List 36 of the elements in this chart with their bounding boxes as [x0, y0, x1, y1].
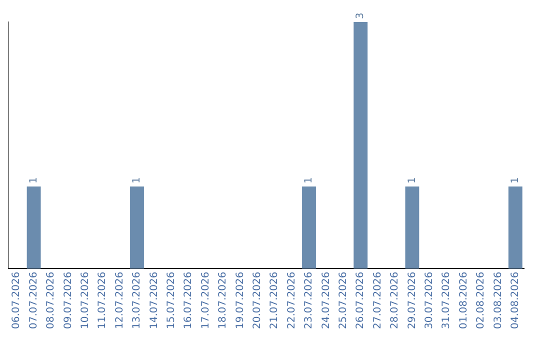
x-tick-label: 14.07.2026 [148, 272, 160, 330]
x-tick-label: 28.07.2026 [390, 272, 401, 330]
x-tick-label: 21.07.2026 [269, 272, 280, 330]
x-tick-label: 11.07.2026 [97, 272, 108, 330]
x-tick-label: 08.07.2026 [46, 272, 57, 330]
data-label: 3 [355, 12, 366, 19]
x-tick-label: 25.07.2026 [338, 272, 349, 330]
x-tick-label: 16.07.2026 [183, 272, 194, 330]
x-tick-label: 27.07.2026 [372, 272, 384, 330]
x-tick-label: 03.08.2026 [492, 272, 504, 330]
x-tick-label: 19.07.2026 [234, 272, 246, 330]
x-tick-label: 20.07.2026 [252, 272, 263, 330]
x-tick-label: 29.07.2026 [406, 272, 418, 330]
x-tick-label: 13.07.2026 [132, 272, 143, 330]
x-tick-label: 24.07.2026 [320, 272, 332, 330]
x-tick-label: 15.07.2026 [166, 272, 177, 330]
x-tick-label: 10.07.2026 [80, 272, 91, 330]
x-tick-label: 30.07.2026 [424, 272, 435, 330]
data-label: 1 [406, 177, 418, 184]
data-label: 1 [132, 177, 143, 184]
x-tick-label: 04.08.2026 [510, 272, 521, 330]
x-tick-label: 01.08.2026 [458, 272, 470, 330]
x-tick-label: 02.08.2026 [476, 272, 487, 330]
x-tick-label: 06.07.2026 [11, 272, 22, 330]
data-label: 1 [28, 177, 40, 184]
x-tick-label: 23.07.2026 [304, 272, 315, 330]
x-tick-label: 22.07.2026 [286, 272, 298, 330]
x-tick-label: 31.07.2026 [441, 272, 452, 330]
x-tick-label: 12.07.2026 [114, 272, 126, 330]
x-tick-label: 09.07.2026 [62, 272, 74, 330]
x-tick-label: 07.07.2026 [28, 272, 40, 330]
data-label: 1 [304, 177, 315, 184]
x-tick-label: 17.07.2026 [200, 272, 212, 330]
x-tick-label: 26.07.2026 [355, 272, 366, 330]
data-label: 1 [510, 177, 521, 184]
x-tick-label: 18.07.2026 [218, 272, 229, 330]
